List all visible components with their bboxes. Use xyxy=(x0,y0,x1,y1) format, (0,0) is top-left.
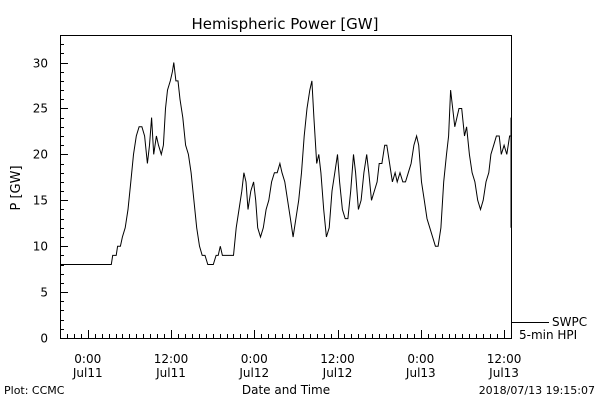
x-axis-label: Date and Time xyxy=(242,383,330,397)
x-tick-label-time: 12:00 xyxy=(487,352,522,366)
y-tick-label: 30 xyxy=(33,57,48,71)
x-tick-label-time: 0:00 xyxy=(407,352,434,366)
y-tick-label: 20 xyxy=(33,148,48,162)
footer-timestamp: 2018/07/13 19:15:07 xyxy=(479,384,595,397)
x-tick-label-time: 12:00 xyxy=(154,352,189,366)
x-tick-label-date: Jul11 xyxy=(155,366,186,380)
y-axis-label: P [GW] xyxy=(9,165,24,210)
series-line-swpc xyxy=(60,62,512,265)
x-tick-label-date: Jul12 xyxy=(322,366,353,380)
x-tick-label-date: Jul12 xyxy=(238,366,269,380)
y-tick-label: 5 xyxy=(40,286,48,300)
x-tick-label-time: 12:00 xyxy=(320,352,355,366)
x-tick-label-time: 0:00 xyxy=(74,352,101,366)
y-tick-label: 10 xyxy=(33,240,48,254)
legend-label-swpc: SWPC xyxy=(552,315,587,329)
y-tick-label: 25 xyxy=(33,102,48,116)
x-tick-label-date: Jul13 xyxy=(405,366,436,380)
y-tick-label: 15 xyxy=(33,194,48,208)
y-tick-label: 0 xyxy=(40,332,48,346)
x-tick-label-date: Jul11 xyxy=(72,366,103,380)
legend-label-hpi: 5-min HPI xyxy=(519,328,577,342)
chart-title: Hemispheric Power [GW] xyxy=(192,15,379,33)
x-tick-label-date: Jul13 xyxy=(488,366,519,380)
footer-plot-credit: Plot: CCMC xyxy=(4,384,65,397)
x-tick-label-time: 0:00 xyxy=(241,352,268,366)
